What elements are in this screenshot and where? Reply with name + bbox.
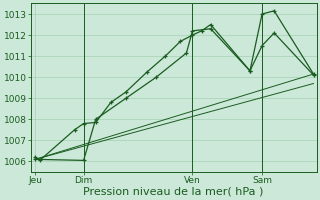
X-axis label: Pression niveau de la mer( hPa ): Pression niveau de la mer( hPa ): [84, 187, 264, 197]
